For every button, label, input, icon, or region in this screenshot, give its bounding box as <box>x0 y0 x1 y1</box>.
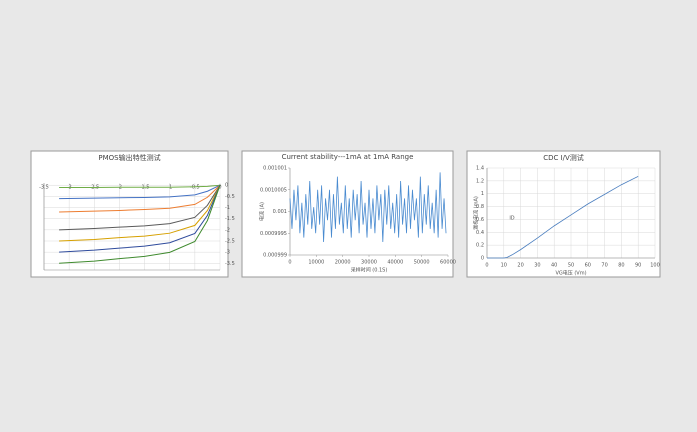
x-tick-label: 20000 <box>335 260 351 266</box>
chart-panel <box>30 150 229 278</box>
x-tick-label: 40000 <box>387 260 403 266</box>
x-tick-label: 0 <box>485 263 488 269</box>
y-tick-label: 1 <box>481 191 484 197</box>
x-tick-label: 10000 <box>308 260 324 266</box>
x-tick-label: 50 <box>568 263 574 269</box>
y-tick-label: -3.5 <box>225 261 235 267</box>
series-line <box>59 185 221 242</box>
x-tick-label: 100 <box>650 263 660 269</box>
y-tick-label: -2.5 <box>225 239 235 245</box>
y-tick-label: -1 <box>225 205 230 211</box>
y-tick-label: 0.2 <box>476 243 484 249</box>
x-tick-label: 0 <box>288 260 291 266</box>
x-tick-label: 70 <box>601 263 607 269</box>
x-tick-label: 60000 <box>440 260 456 266</box>
chart-title: CDC I/V测试 <box>543 153 584 162</box>
y-tick-label: -1.5 <box>225 216 235 222</box>
y-tick-label: 0.000999 <box>263 253 287 259</box>
x-tick-label: 30 <box>534 263 540 269</box>
y-tick-label: 0.8 <box>476 204 484 210</box>
x-axis-label: VG电压 (Vm) <box>555 270 586 277</box>
y-axis-label: 漏极电流 (mA) <box>473 196 480 230</box>
x-tick-label: 20 <box>517 263 523 269</box>
chart-panel <box>241 150 454 278</box>
x-tick-label: 60 <box>585 263 591 269</box>
y-tick-label: 0.4 <box>476 230 484 236</box>
y-tick-label: 0.0009995 <box>260 231 287 237</box>
y-tick-label: -3 <box>225 250 230 256</box>
y-tick-label: 0.0010005 <box>260 187 287 193</box>
series-line <box>59 185 221 253</box>
chart-title: Current stability---1mA at 1mA Range <box>282 153 414 161</box>
series-line <box>59 184 221 200</box>
annotation: ID <box>509 216 514 222</box>
y-tick-label: 0.001001 <box>263 166 287 172</box>
y-axis-label: 电流 (A) <box>259 202 266 221</box>
series-line <box>59 184 221 188</box>
y-tick-label: 0 <box>225 183 228 189</box>
series-line <box>59 184 221 231</box>
x-axis-label: 采样时间 (0.1S) <box>351 267 388 274</box>
y-tick-label: 0.001 <box>273 209 287 215</box>
chart-panel <box>466 150 661 278</box>
y-tick-label: 0 <box>481 256 484 262</box>
y-tick-label: 1.4 <box>476 166 484 172</box>
x-tick-label: 40 <box>551 263 557 269</box>
series-line <box>487 176 639 259</box>
series-line <box>289 172 447 242</box>
y-tick-label: -2 <box>225 227 230 233</box>
series-line <box>59 184 221 213</box>
x-tick-label: 0 <box>218 185 221 191</box>
x-tick-label: 50000 <box>414 260 430 266</box>
y-tick-label: -0.5 <box>225 194 235 200</box>
x-tick-label: 10 <box>501 263 507 269</box>
series-line <box>59 185 221 264</box>
y-tick-label: 0.6 <box>476 217 484 223</box>
x-tick-label: -0.5 <box>190 185 200 191</box>
chart-title: PMOS输出特性测试 <box>98 153 160 162</box>
x-tick-label: 90 <box>635 263 641 269</box>
x-tick-label: 30000 <box>361 260 377 266</box>
y-tick-label: 1.2 <box>476 178 484 184</box>
x-tick-label: 80 <box>618 263 624 269</box>
